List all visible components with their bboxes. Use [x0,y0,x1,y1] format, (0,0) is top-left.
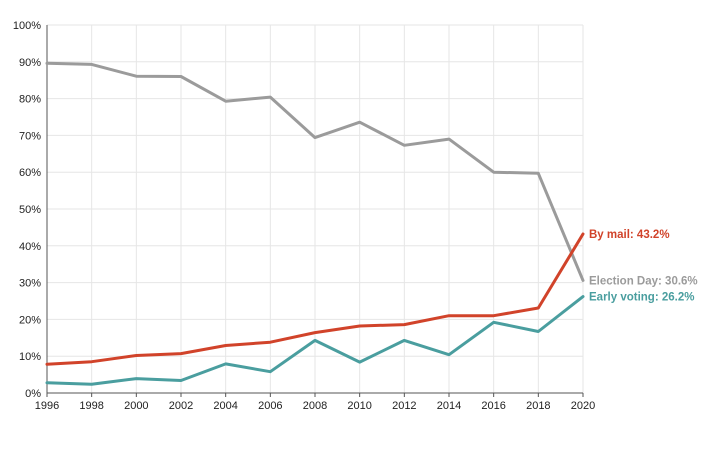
y-tick-label: 60% [19,167,41,179]
series-end-labels: By mail: 43.2% Election Day: 30.6% Early v… [589,229,698,304]
y-tick-label: 100% [13,20,41,32]
x-tick-label: 2000 [124,400,148,412]
x-tick-label: 2016 [481,400,505,412]
y-tick-label: 50% [19,204,41,216]
x-axis-tick-labels: 1996 1998 2000 2002 2004 2006 2008 2010 2012 2014… [35,400,595,412]
x-tick-label: 2010 [347,400,371,412]
series-line-by-mail [45,232,585,366]
y-tick-label: 10% [19,351,41,363]
x-tick-label: 1998 [79,400,103,412]
end-label-election-day: Election Day: 30.6% [589,275,698,287]
y-tick-label: 70% [19,130,41,142]
y-tick-label: 80% [19,94,41,106]
y-tick-label: 40% [19,241,41,253]
series-line-election-day [45,61,585,282]
series-line-early-voting [45,295,585,386]
y-tick-label: 30% [19,278,41,290]
x-tick-label: 2012 [392,400,416,412]
end-label-by-mail: By mail: 43.2% [589,229,670,241]
end-label-early-voting: Early voting: 26.2% [589,292,694,304]
x-tick-label: 2008 [303,400,327,412]
x-tick-label: 2004 [213,400,237,412]
x-tick-label: 2002 [169,400,193,412]
y-axis-tick-labels: 0% 10% 20% 30% 40% 50% 60% 70% 80% 90% 100% [13,20,41,400]
x-tick-label: 1996 [35,400,59,412]
axes [46,25,584,397]
series-lines [45,61,585,386]
y-tick-label: 90% [19,57,41,69]
y-tick-label: 20% [19,314,41,326]
gridlines [47,24,584,393]
x-tick-label: 2020 [571,400,595,412]
x-tick-label: 2014 [437,400,461,412]
y-tick-label: 0% [25,388,41,400]
x-tick-label: 2006 [258,400,282,412]
x-tick-label: 2018 [526,400,550,412]
